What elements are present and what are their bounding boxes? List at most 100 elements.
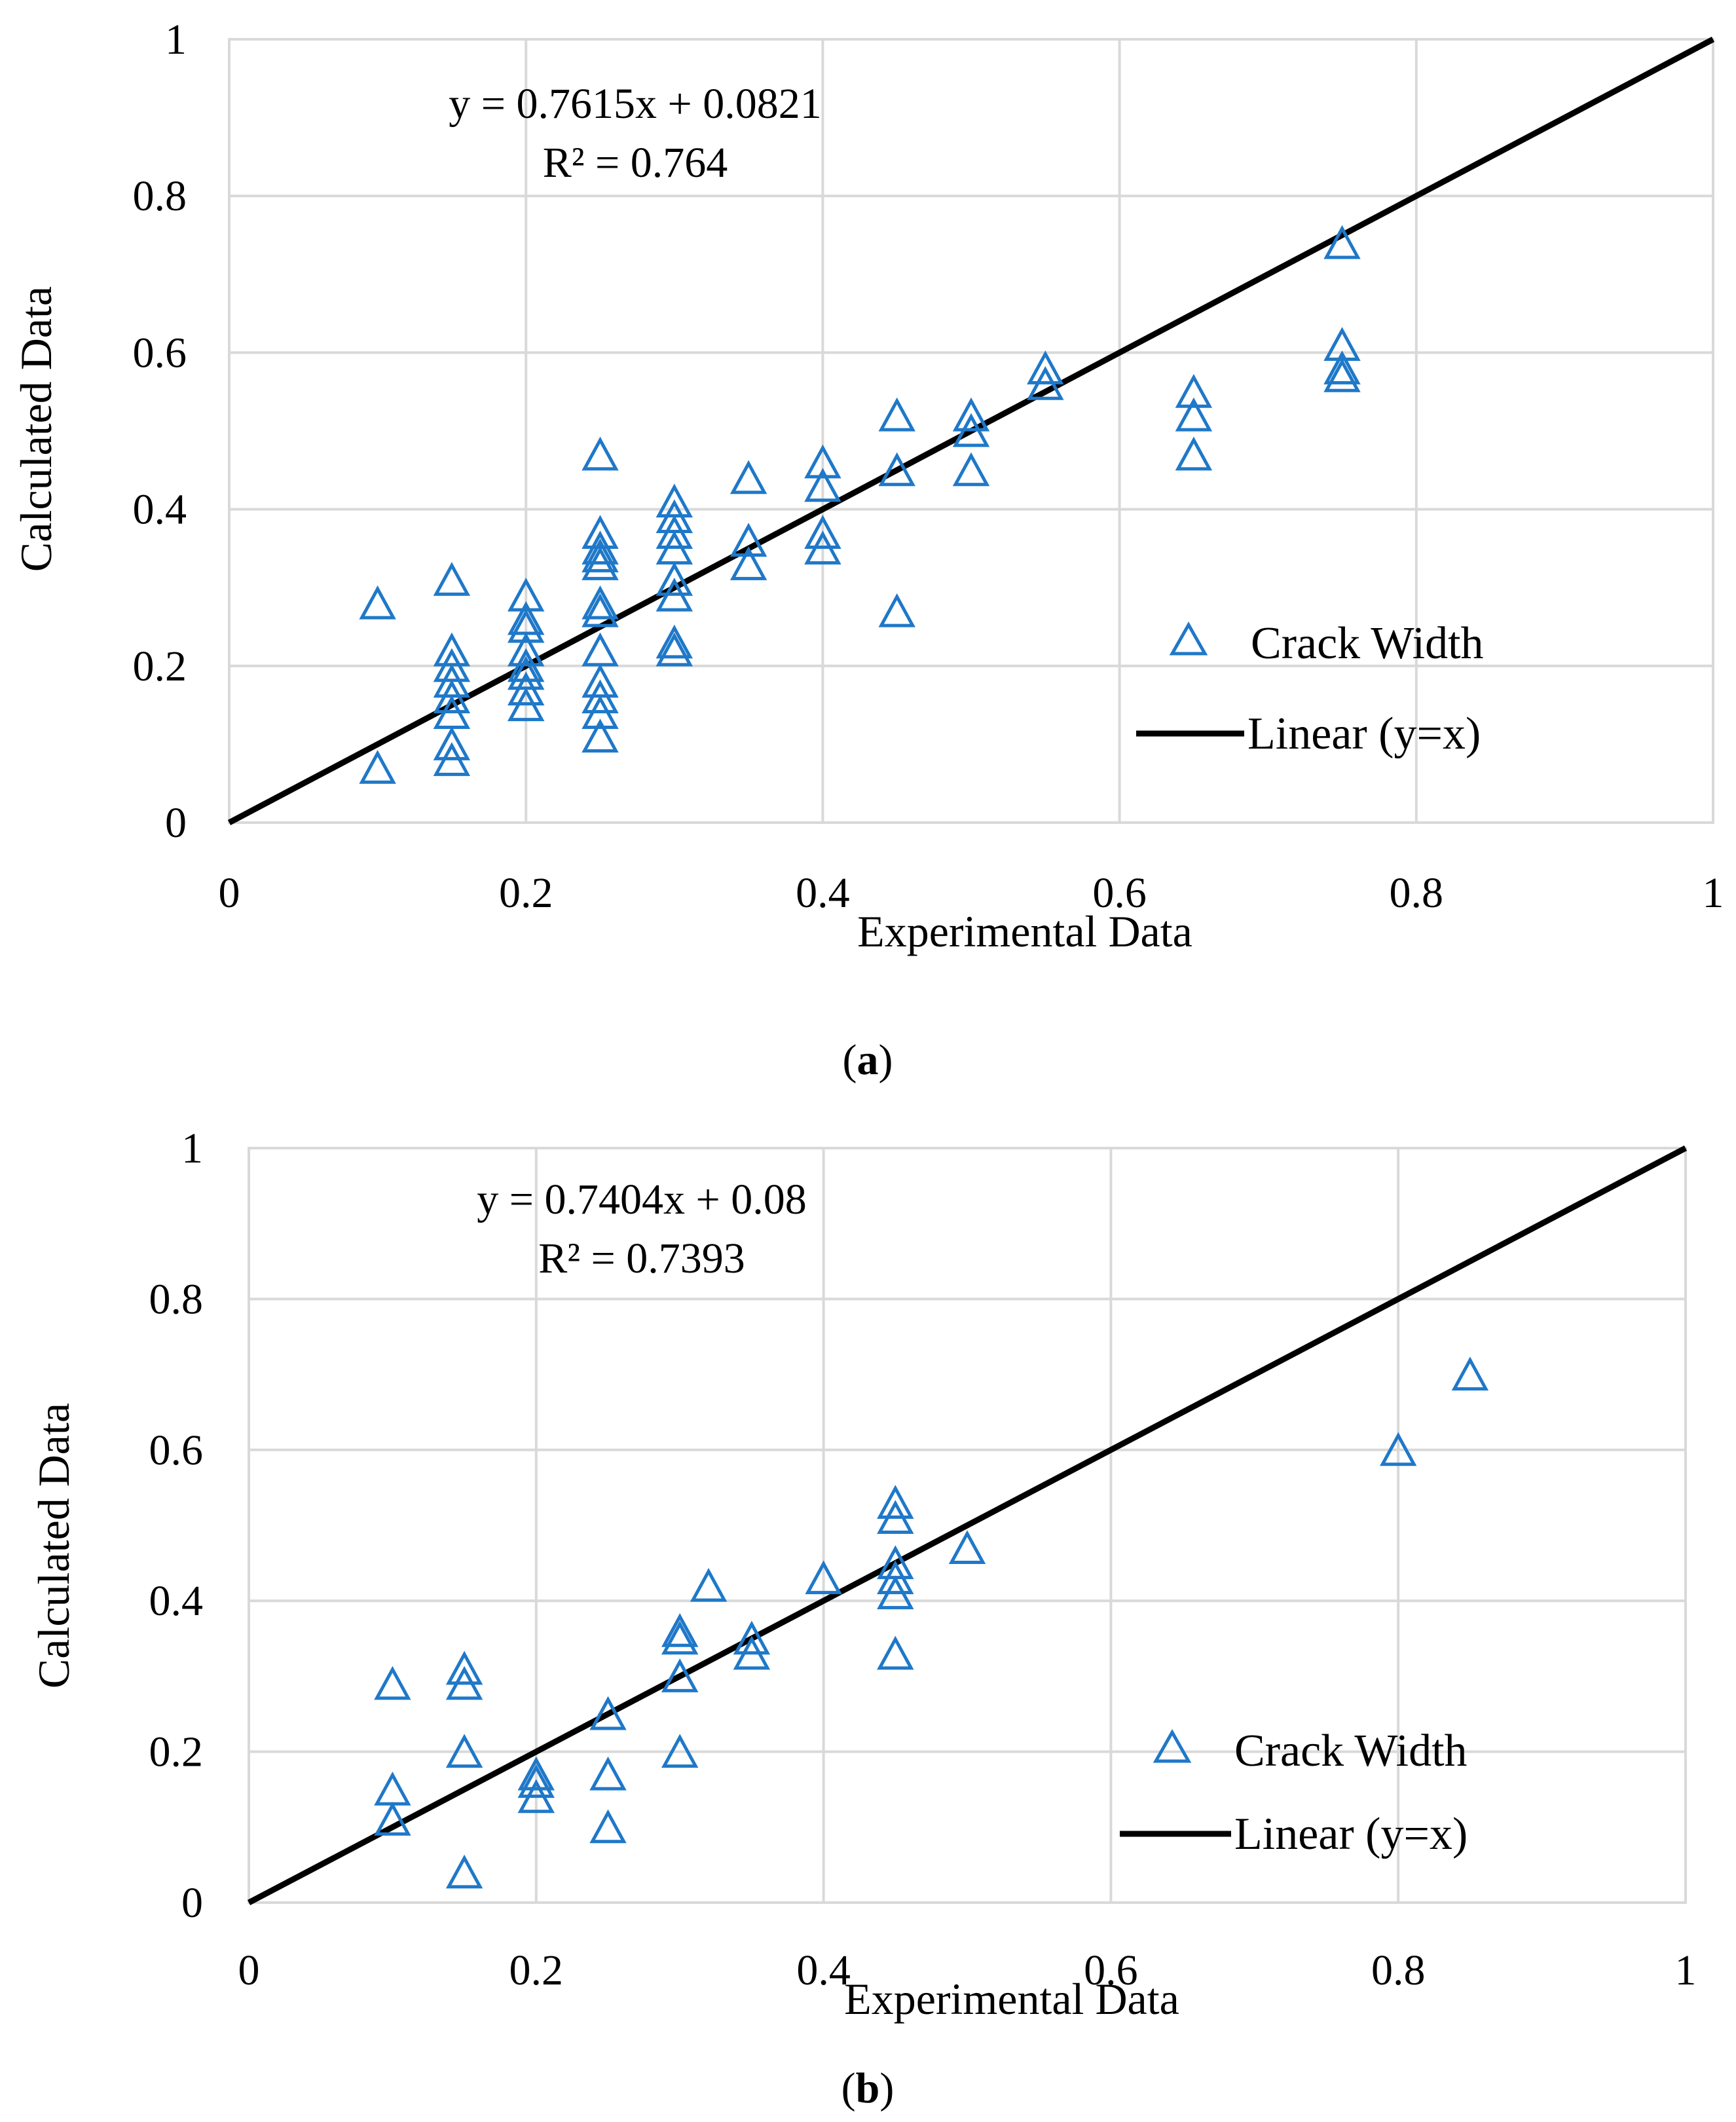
data-point	[582, 436, 619, 471]
y-tick-labels-b: 0 0.2 0.4 0.6 0.8 1	[149, 1125, 204, 1927]
data-point	[661, 1620, 699, 1655]
data-point	[1175, 373, 1213, 408]
data-point	[433, 679, 471, 714]
panel-label-b: (b)	[841, 2064, 895, 2112]
data-point	[805, 1560, 842, 1595]
data-point	[661, 1734, 699, 1768]
data-point	[582, 538, 619, 572]
legend-label-scatter-b: Crack Width	[1234, 1726, 1468, 1776]
data-point	[582, 593, 619, 627]
x-tick-labels-b: 0 0.2 0.4 0.6 0.8 1	[238, 1946, 1697, 1994]
data-point	[517, 1779, 555, 1814]
data-point	[1323, 225, 1361, 259]
fit-line-b	[247, 1145, 1688, 1905]
data-point	[729, 460, 767, 494]
data-point	[877, 1575, 914, 1610]
regression-equation-b: y = 0.7404x + 0.08	[477, 1176, 806, 1223]
data-point	[359, 585, 396, 620]
panel-label-a: (a)	[843, 1036, 893, 1084]
data-point	[582, 632, 619, 667]
data-point	[582, 695, 619, 730]
legend-b: Crack Width Linear (y=x)	[1120, 1726, 1468, 1859]
data-point	[517, 1756, 555, 1791]
scatter-series-b	[374, 1356, 1489, 1889]
data-point	[1323, 358, 1361, 392]
y-tick-label: 0	[181, 1879, 203, 1927]
data-point	[877, 1560, 914, 1595]
y-tick-label: 0.6	[149, 1426, 204, 1474]
data-point	[582, 679, 619, 714]
data-point	[661, 1658, 699, 1692]
y-axis-title-a: Calculated Data	[11, 286, 61, 572]
x-tick-label: 0.4	[796, 869, 850, 917]
data-point	[507, 671, 545, 706]
y-tick-label: 0.4	[149, 1577, 204, 1625]
data-point	[804, 444, 841, 479]
data-point	[582, 718, 619, 753]
data-point	[445, 1666, 483, 1700]
data-point	[952, 413, 990, 447]
data-point	[656, 515, 693, 549]
x-tick-labels-a: 0 0.2 0.4 0.6 0.8 1	[219, 869, 1724, 917]
plot-frame-a	[228, 38, 1714, 824]
data-point	[877, 1500, 914, 1534]
regression-equation-a: y = 0.7615x + 0.0821	[449, 80, 821, 128]
grid-b	[248, 1147, 1687, 1904]
data-point	[878, 452, 915, 487]
data-point	[589, 1756, 627, 1791]
plot-frame-b	[248, 1147, 1687, 1904]
y-tick-label: 1	[181, 1125, 203, 1172]
legend-label-line-b: Linear (y=x)	[1234, 1809, 1468, 1859]
data-point	[1175, 397, 1213, 432]
x-tick-label: 0	[238, 1946, 260, 1994]
data-point	[374, 1666, 411, 1700]
scatter-series-a	[359, 225, 1361, 784]
y-tick-label: 0.4	[133, 486, 187, 534]
data-point	[656, 562, 693, 596]
data-point	[1451, 1356, 1489, 1391]
panel-label-b-letter: b	[856, 2064, 880, 2112]
data-point	[445, 1650, 483, 1685]
legend-marker-b	[1153, 1728, 1192, 1763]
data-point	[877, 1485, 914, 1519]
data-point	[433, 742, 471, 776]
data-point	[804, 530, 841, 565]
data-point	[729, 546, 767, 580]
x-axis-title-a: Experimental Data	[857, 906, 1192, 956]
data-point	[656, 632, 693, 667]
y-tick-labels-a: 0 0.2 0.4 0.6 0.8 1	[133, 16, 187, 847]
data-point	[582, 585, 619, 620]
data-point	[952, 397, 990, 432]
data-point	[1027, 366, 1064, 400]
legend-marker-a	[1169, 621, 1208, 656]
y-tick-label: 0.2	[133, 642, 187, 690]
panel-label-a-letter: a	[857, 1036, 879, 1084]
data-point	[1027, 350, 1064, 384]
data-point	[433, 562, 471, 596]
legend-a: Crack Width Linear (y=x)	[1136, 618, 1484, 759]
data-point	[359, 750, 396, 784]
data-point	[589, 1809, 627, 1844]
data-point	[445, 1734, 483, 1768]
chart-panel-a: 0 0.2 0.4 0.6 0.8 1 0 0.2 0.4 0.6 0.8 1 Experiment…	[11, 16, 1724, 1084]
data-point	[507, 632, 545, 667]
x-tick-label: 0.6	[1092, 869, 1147, 917]
y-tick-label: 0.2	[149, 1728, 204, 1776]
data-point	[733, 1635, 771, 1670]
data-point	[374, 1802, 411, 1836]
legend-label-scatter-a: Crack Width	[1251, 618, 1484, 669]
data-point	[1175, 436, 1213, 471]
x-tick-label: 0.8	[1390, 869, 1444, 917]
data-point	[661, 1613, 699, 1647]
y-axis-title-b: Calculated Data	[29, 1403, 79, 1688]
data-point	[589, 1696, 627, 1730]
y-tick-label: 0.6	[133, 329, 187, 377]
x-tick-label: 0.2	[499, 869, 553, 917]
chart-panel-b: 0 0.2 0.4 0.6 0.8 1 0 0.2 0.4 0.6 0.8 1 Experiment…	[29, 1125, 1697, 2112]
data-point	[1323, 350, 1361, 384]
data-point	[445, 1854, 483, 1889]
data-point	[507, 687, 545, 722]
data-point	[656, 577, 693, 612]
x-tick-label: 0.6	[1084, 1946, 1138, 1994]
